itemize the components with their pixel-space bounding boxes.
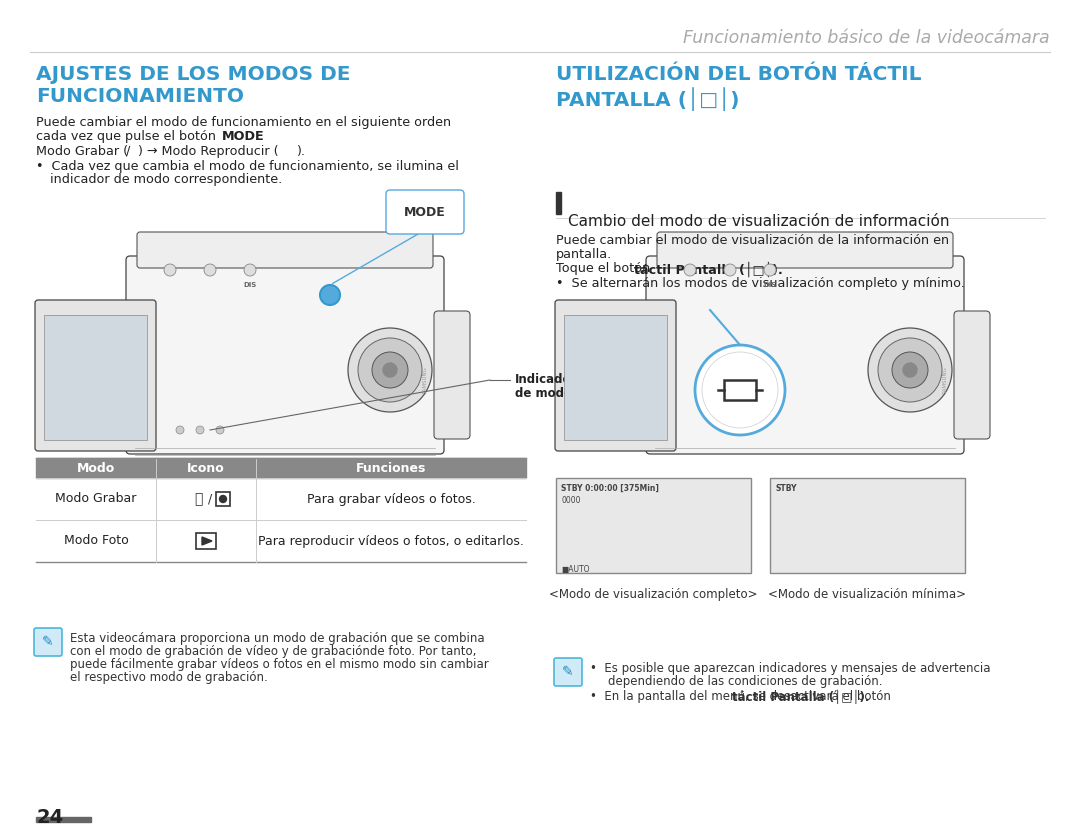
Text: indicador de modo correspondiente.: indicador de modo correspondiente. bbox=[50, 173, 282, 186]
Text: cada vez que pulse el botón: cada vez que pulse el botón bbox=[36, 130, 220, 143]
Circle shape bbox=[868, 328, 951, 412]
Text: ■AUTO: ■AUTO bbox=[561, 565, 590, 574]
Text: ✎: ✎ bbox=[563, 665, 573, 679]
Circle shape bbox=[216, 426, 224, 434]
Circle shape bbox=[724, 264, 735, 276]
Text: Cambio del modo de visualización de información: Cambio del modo de visualización de info… bbox=[568, 214, 949, 229]
Text: SAMSUNG: SAMSUNG bbox=[943, 366, 947, 394]
Text: Puede cambiar el modo de funcionamiento en el siguiente orden: Puede cambiar el modo de funcionamiento … bbox=[36, 116, 451, 129]
Bar bbox=[36, 458, 526, 478]
Text: Para reproducir vídeos o fotos, o editarlos.: Para reproducir vídeos o fotos, o editar… bbox=[258, 534, 524, 547]
Text: FUNCIONAMIENTO: FUNCIONAMIENTO bbox=[36, 87, 244, 106]
Text: •  Es posible que aparezcan indicadores y mensajes de advertencia: • Es posible que aparezcan indicadores y… bbox=[590, 662, 990, 675]
Text: AJUSTES DE LOS MODOS DE: AJUSTES DE LOS MODOS DE bbox=[36, 65, 351, 84]
Text: STBY 0:00:00 [375Min]: STBY 0:00:00 [375Min] bbox=[561, 484, 659, 493]
Circle shape bbox=[244, 264, 256, 276]
Text: •  En la pantalla del menú, se desactivará el botón: • En la pantalla del menú, se desactivar… bbox=[590, 690, 894, 703]
Text: <Modo de visualización completo>: <Modo de visualización completo> bbox=[550, 588, 758, 601]
FancyBboxPatch shape bbox=[35, 300, 156, 451]
Text: táctil Pantalla (│□│).: táctil Pantalla (│□│). bbox=[634, 262, 783, 277]
FancyBboxPatch shape bbox=[434, 311, 470, 439]
Text: con el modo de grabación de vídeo y de grabaciónde foto. Por tanto,: con el modo de grabación de vídeo y de g… bbox=[70, 645, 476, 658]
Circle shape bbox=[204, 264, 216, 276]
Bar bbox=[195, 533, 216, 549]
Text: puede fácilmente grabar vídeos o fotos en el mismo modo sin cambiar: puede fácilmente grabar vídeos o fotos e… bbox=[70, 658, 489, 671]
Text: el respectivo modo de grabación.: el respectivo modo de grabación. bbox=[70, 671, 268, 684]
Text: Modo Foto: Modo Foto bbox=[64, 534, 129, 547]
Text: .: . bbox=[255, 130, 259, 143]
FancyBboxPatch shape bbox=[33, 628, 62, 656]
Circle shape bbox=[878, 338, 942, 402]
Text: 24: 24 bbox=[36, 808, 64, 827]
Text: Para grabar vídeos o fotos.: Para grabar vídeos o fotos. bbox=[307, 493, 475, 505]
Circle shape bbox=[372, 352, 408, 388]
Text: •  Se alternarán los modos de visualización completo y mínimo.: • Se alternarán los modos de visualizaci… bbox=[556, 277, 964, 290]
Circle shape bbox=[764, 264, 777, 276]
Circle shape bbox=[684, 264, 696, 276]
FancyBboxPatch shape bbox=[954, 311, 990, 439]
Polygon shape bbox=[202, 537, 212, 545]
Text: 🎥: 🎥 bbox=[193, 492, 202, 506]
Text: Modo Grabar (: Modo Grabar ( bbox=[36, 145, 129, 158]
Text: MODE: MODE bbox=[222, 130, 265, 143]
Text: pantalla.: pantalla. bbox=[556, 248, 612, 261]
Circle shape bbox=[357, 338, 422, 402]
Bar bbox=[724, 380, 756, 400]
FancyBboxPatch shape bbox=[646, 256, 964, 454]
Circle shape bbox=[383, 363, 397, 377]
Circle shape bbox=[164, 264, 176, 276]
Text: Indicadores: Indicadores bbox=[515, 373, 592, 386]
Text: DIS: DIS bbox=[764, 282, 777, 288]
Circle shape bbox=[320, 285, 340, 305]
Text: ).: ). bbox=[296, 145, 305, 158]
Circle shape bbox=[702, 352, 778, 428]
Text: MODE: MODE bbox=[404, 205, 446, 218]
Text: Modo: Modo bbox=[77, 461, 116, 475]
Text: Puede cambiar el modo de visualización de la información en: Puede cambiar el modo de visualización d… bbox=[556, 234, 949, 247]
Text: DIS: DIS bbox=[243, 282, 257, 288]
Text: dependiendo de las condiciones de grabación.: dependiendo de las condiciones de grabac… bbox=[608, 675, 882, 688]
Circle shape bbox=[219, 495, 227, 503]
Text: 0000: 0000 bbox=[561, 496, 581, 505]
Text: Funcionamiento básico de la videocámara: Funcionamiento básico de la videocámara bbox=[684, 29, 1050, 47]
Text: <Modo de visualización mínima>: <Modo de visualización mínima> bbox=[769, 588, 967, 601]
Text: Icono: Icono bbox=[187, 461, 225, 475]
FancyBboxPatch shape bbox=[657, 232, 953, 268]
FancyBboxPatch shape bbox=[44, 315, 147, 440]
Bar bbox=[770, 478, 966, 573]
Text: ) → Modo Reproducir (: ) → Modo Reproducir ( bbox=[138, 145, 279, 158]
Text: ✎: ✎ bbox=[42, 635, 54, 649]
FancyBboxPatch shape bbox=[137, 232, 433, 268]
Circle shape bbox=[195, 426, 204, 434]
Circle shape bbox=[696, 345, 785, 435]
Text: UTILIZACIÓN DEL BOTÓN TÁCTIL: UTILIZACIÓN DEL BOTÓN TÁCTIL bbox=[556, 65, 921, 84]
Circle shape bbox=[176, 426, 184, 434]
FancyBboxPatch shape bbox=[126, 256, 444, 454]
Text: /: / bbox=[207, 493, 212, 505]
FancyBboxPatch shape bbox=[555, 300, 676, 451]
Text: Modo Grabar: Modo Grabar bbox=[55, 493, 137, 505]
Text: de modo: de modo bbox=[515, 387, 572, 400]
Text: Funciones: Funciones bbox=[355, 461, 427, 475]
Bar bbox=[36, 817, 91, 822]
Text: PANTALLA (│□│): PANTALLA (│□│) bbox=[556, 87, 740, 111]
Circle shape bbox=[903, 363, 917, 377]
Text: táctil Pantalla (│□│).: táctil Pantalla (│□│). bbox=[732, 690, 869, 705]
Text: SAMSUNG: SAMSUNG bbox=[422, 366, 428, 394]
Text: Esta videocámara proporciona un modo de grabación que se combina: Esta videocámara proporciona un modo de … bbox=[70, 632, 485, 645]
Text: •  Cada vez que cambia el modo de funcionamiento, se ilumina el: • Cada vez que cambia el modo de funcion… bbox=[36, 160, 459, 173]
Bar bbox=[556, 478, 751, 573]
Circle shape bbox=[892, 352, 928, 388]
Circle shape bbox=[348, 328, 432, 412]
Text: STBY: STBY bbox=[775, 484, 797, 493]
Text: /: / bbox=[126, 145, 131, 158]
FancyBboxPatch shape bbox=[386, 190, 464, 234]
Bar bbox=[556, 192, 561, 214]
Text: Toque el botón: Toque el botón bbox=[556, 262, 654, 275]
FancyBboxPatch shape bbox=[564, 315, 667, 440]
FancyBboxPatch shape bbox=[554, 658, 582, 686]
Bar bbox=[216, 492, 230, 506]
